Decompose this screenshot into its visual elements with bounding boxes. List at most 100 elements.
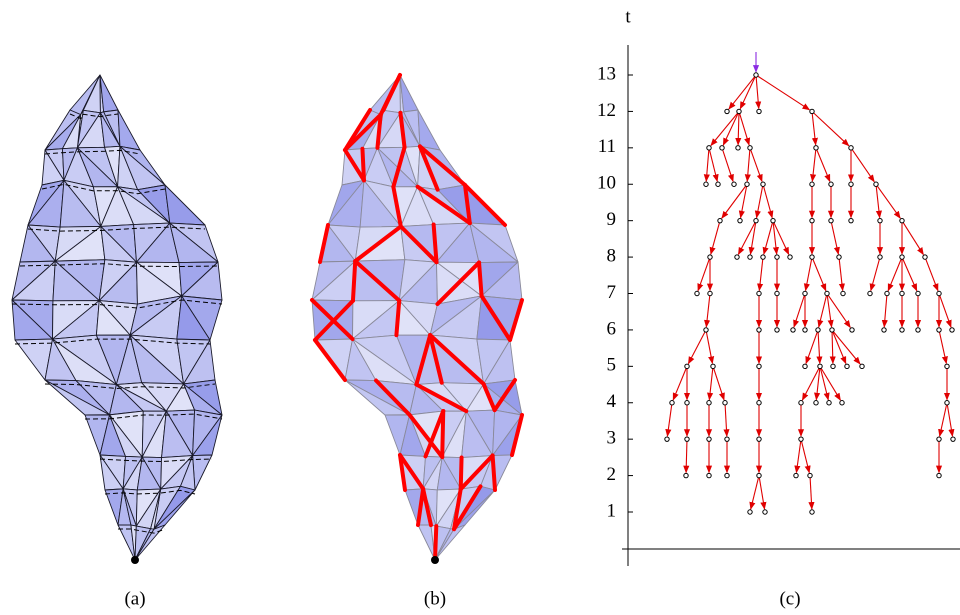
tree-node <box>878 218 882 222</box>
tree-node <box>878 255 882 259</box>
tree-arrow <box>723 114 738 145</box>
tree-arrow <box>947 405 952 436</box>
tree-node <box>803 364 807 368</box>
tree-node <box>704 182 708 186</box>
tree-arrow <box>813 259 826 290</box>
tree-node <box>695 291 699 295</box>
tree-node <box>707 146 711 150</box>
mesh-face <box>100 75 118 112</box>
tree-node <box>814 401 818 405</box>
tree-arrow <box>796 442 800 473</box>
tree-edge <box>479 263 482 296</box>
tree-arrow <box>740 77 755 108</box>
tree-arrow <box>714 369 724 400</box>
tick-label: 10 <box>597 173 616 194</box>
tree-node <box>720 146 724 150</box>
tree-node <box>827 401 831 405</box>
tree-arrow <box>888 259 901 290</box>
tree-arrow <box>903 223 923 255</box>
tree-edge <box>493 456 495 490</box>
tree-node <box>707 473 711 477</box>
tree-node <box>900 255 904 259</box>
tree-arrow <box>926 259 938 290</box>
tree-node <box>840 401 844 405</box>
tree-arrow <box>706 296 709 327</box>
tree-node <box>665 437 669 441</box>
tree-node <box>900 328 904 332</box>
tree-node <box>725 473 729 477</box>
root-dot <box>131 556 139 564</box>
tick-label: 3 <box>607 428 617 449</box>
tree-arrow <box>833 332 846 363</box>
tree-node <box>810 182 814 186</box>
tree-node <box>825 291 829 295</box>
tree-node <box>849 218 853 222</box>
tree-node <box>799 437 803 441</box>
tick-label: 11 <box>598 136 616 157</box>
tree-arrow <box>876 187 879 218</box>
tree-node <box>771 218 775 222</box>
tree-arrow <box>706 150 709 181</box>
tree-arrow <box>706 332 712 363</box>
tree-node <box>900 291 904 295</box>
tree-node <box>882 328 886 332</box>
tree-node <box>716 182 720 186</box>
tree-edge <box>435 526 436 560</box>
tree-node <box>738 218 742 222</box>
panel-label: (b) <box>424 588 446 609</box>
tree-node <box>810 109 814 113</box>
tree-node <box>763 510 767 514</box>
tree-arrow <box>819 296 827 327</box>
tree-arrow <box>832 332 833 363</box>
tree-node <box>788 255 792 259</box>
tree-node <box>684 473 688 477</box>
tree: 12345678910111213 <box>597 45 960 566</box>
tree-node <box>868 291 872 295</box>
tree-arrow <box>806 260 812 291</box>
tree-node <box>745 182 749 186</box>
tree-arrow <box>827 296 831 327</box>
tree-node <box>799 401 803 405</box>
tree-node <box>754 218 758 222</box>
tree-node <box>757 401 761 405</box>
tree-node <box>757 437 761 441</box>
tree-node <box>725 109 729 113</box>
tree-node <box>937 328 941 332</box>
tree-arrow <box>759 478 764 509</box>
tree-node <box>725 437 729 441</box>
tree-arrow <box>747 150 750 181</box>
tree-node <box>816 328 820 332</box>
tree-arrow <box>758 76 809 109</box>
tick-label: 5 <box>607 355 617 376</box>
tree-node <box>757 109 761 113</box>
tree-node <box>937 437 941 441</box>
panel-label: (c) <box>779 588 800 609</box>
tree-node <box>837 255 841 259</box>
tree-node <box>761 182 765 186</box>
tree-node <box>735 255 739 259</box>
tree-node <box>814 146 818 150</box>
tree-arrow <box>711 113 738 145</box>
tree-node <box>708 255 712 259</box>
tree-arrow <box>802 442 810 473</box>
tree-arrow <box>940 296 951 327</box>
tick-label: 6 <box>607 318 617 339</box>
tree-node <box>829 218 833 222</box>
tick-label: 4 <box>607 391 617 412</box>
tree-node <box>850 328 854 332</box>
tree-node <box>748 510 752 514</box>
mesh-face <box>193 455 212 490</box>
tree-node <box>831 364 835 368</box>
tree-node <box>761 255 765 259</box>
tree-node <box>707 401 711 405</box>
tree-arrow <box>686 442 687 473</box>
tree-arrow <box>764 187 773 218</box>
tree-node <box>860 364 864 368</box>
tree-node <box>849 182 853 186</box>
tree-node <box>707 437 711 441</box>
tick-label: 2 <box>607 464 617 485</box>
tree-arrow <box>839 260 842 291</box>
figure: 12345678910111213 (a) (b) (c) t <box>0 0 960 615</box>
tree-arrow <box>711 223 720 254</box>
tree-arrow <box>725 405 727 436</box>
